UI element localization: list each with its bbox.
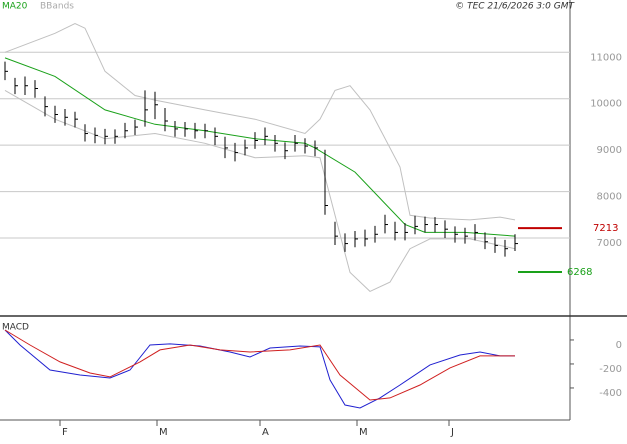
y-tick-label: 8000 (597, 192, 622, 203)
source: © TEC 21/6/2026 3:0 GMT (455, 2, 575, 12)
y-tick-label: -200 (599, 364, 622, 375)
x-tick-label: F (62, 427, 68, 438)
x-tick-label: M (159, 427, 168, 438)
x-tick-label: M (359, 427, 368, 438)
legend-bbands: BBands (40, 2, 74, 12)
y-tick-label: 11000 (590, 52, 622, 63)
macd-line (4, 329, 515, 409)
x-tick-label: A (262, 427, 269, 438)
level-label: 7213 (593, 223, 618, 234)
y-tick-label: 10000 (590, 99, 622, 110)
bollinger-band (4, 22, 516, 221)
macd-line (4, 329, 515, 401)
panel-title: MACD (2, 323, 29, 333)
y-tick-label: 7000 (597, 238, 622, 249)
bollinger-band (4, 89, 516, 292)
y-tick-label: -400 (599, 388, 622, 399)
y-tick-label: 9000 (597, 145, 622, 156)
legend-ma: MA20 (2, 2, 28, 12)
level-label: 6268 (567, 267, 592, 278)
plot-bg (0, 0, 570, 420)
x-tick-label: J (450, 427, 454, 438)
y-tick-label: 0 (616, 340, 622, 351)
